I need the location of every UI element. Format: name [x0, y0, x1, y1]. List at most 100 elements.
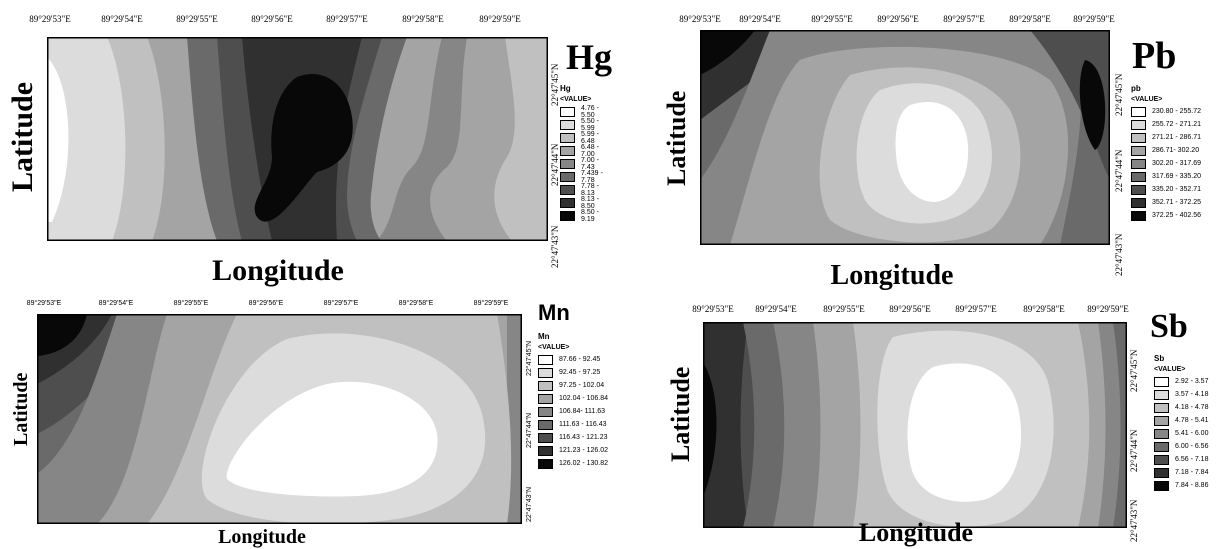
legend-class: 7.00 - 7.43 [581, 156, 599, 171]
legend-row: 6.00 - 6.56 [1154, 440, 1208, 453]
legend-row: 2.92 - 3.57 [1154, 375, 1208, 388]
legend-class: 7.439 - 7.78 [581, 169, 603, 184]
legend-class: 87.66 - 92.45 [559, 356, 601, 363]
mn-title: Mn [538, 300, 570, 325]
legend-class: 302.20 - 317.69 [1152, 160, 1202, 167]
legend-row: 352.71 - 372.25 [1131, 196, 1201, 209]
legend-swatch [1131, 184, 1146, 195]
y-tick: 22°47'44"N [1129, 429, 1139, 472]
y-tick: 22°47'43"N [1129, 499, 1139, 542]
legend-class: 8.13 - 8.50 [581, 195, 599, 210]
x-tick: 89°29'53"E [26, 300, 62, 307]
legend-swatch [1154, 415, 1169, 426]
legend-row: 111.63 - 116.43 [538, 418, 608, 431]
legend-row: 87.66 - 92.45 [538, 353, 608, 366]
legend-class: 5.41 - 6.00 [1175, 430, 1209, 437]
legend-row: 4.18 - 4.78 [1154, 401, 1208, 414]
legend-row: 271.21 - 286.71 [1131, 131, 1201, 144]
x-tick: 89°29'55"E [811, 14, 853, 24]
legend-row: 286.71- 302.20 [1131, 144, 1201, 157]
legend-class: 116.43 - 121.23 [559, 434, 608, 441]
legend-class: 126.02 - 130.82 [559, 460, 609, 467]
legend-swatch [560, 132, 575, 143]
legend-swatch [538, 432, 553, 443]
y-tick: 22°47'45"N [1114, 73, 1124, 116]
legend-class: 4.18 - 4.78 [1175, 404, 1209, 411]
legend-swatch [1154, 467, 1169, 478]
x-tick: 89°29'53"E [29, 14, 71, 24]
legend-row: 121.23 - 126.02 [538, 444, 608, 457]
legend-row: 5.41 - 6.00 [1154, 427, 1208, 440]
legend-class: 6.48 - 7.00 [581, 143, 599, 158]
legend-class: 3.57 - 4.18 [1175, 391, 1209, 398]
legend-row: 255.72 - 271.21 [1131, 118, 1201, 131]
hg-contour-map [47, 37, 548, 241]
sb-panel: 89°29'53"E 89°29'54"E 89°29'55"E 89°29'5… [610, 292, 1217, 548]
legend-swatch [1154, 389, 1169, 400]
pb-contour-map [700, 30, 1110, 245]
legend-class: 7.78 - 8.13 [581, 182, 599, 197]
x-tick: 89°29'57"E [323, 300, 359, 307]
legend-row: 335.20 - 352.71 [1131, 183, 1201, 196]
legend-row: 5.50 - 5.99 [560, 117, 610, 132]
latitude-label: Latitude [662, 90, 691, 186]
legend-row: 8.13 - 8.50 [560, 195, 610, 210]
mn-panel: 89°29'53"E 89°29'54"E 89°29'55"E 89°29'5… [0, 290, 610, 548]
legend-swatch [1154, 441, 1169, 452]
legend-value-label: <VALUE> [560, 96, 592, 103]
legend-class: 5.50 - 5.99 [581, 117, 599, 132]
longitude-label: Longitude [218, 526, 306, 548]
x-tick: 89°29'55"E [823, 304, 865, 314]
legend-row: 7.18 - 7.84 [1154, 466, 1208, 479]
legend-swatch [1131, 119, 1146, 130]
legend-swatch [1131, 132, 1146, 143]
hg-panel: 89°29'53"E 89°29'54"E 89°29'55"E 89°29'5… [0, 0, 612, 290]
legend-class: 4.78 - 5.41 [1175, 417, 1209, 424]
sb-contour-map [703, 322, 1127, 528]
legend-swatch [1131, 158, 1146, 169]
y-tick: 22°47'44"N [1114, 149, 1124, 192]
x-tick: 89°29'55"E [176, 14, 218, 24]
legend-swatch [1131, 210, 1146, 221]
legend-swatch [1154, 428, 1169, 439]
legend-class: 2.92 - 3.57 [1175, 378, 1209, 385]
pb-panel: 89°29'53"E 89°29'54"E 89°29'55"E 89°29'5… [610, 0, 1217, 292]
x-tick: 89°29'53"E [679, 14, 721, 24]
legend-value-label: <VALUE> [538, 344, 570, 351]
legend-class: 317.69 - 335.20 [1152, 173, 1202, 180]
legend-name: pb [1131, 84, 1141, 93]
x-tick: 89°29'58"E [1009, 14, 1051, 24]
legend-swatch [1131, 171, 1146, 182]
pb-title: Pb [1132, 35, 1177, 77]
legend-class: 286.71- 302.20 [1152, 147, 1200, 154]
legend-class: 8.50 - 9.19 [581, 208, 599, 223]
legend-row: 8.50 - 9.19 [560, 208, 610, 223]
legend-class: 6.56 - 7.18 [1175, 456, 1209, 463]
legend-name: Sb [1154, 354, 1165, 363]
sb-legend: Sb <VALUE> 2.92 - 3.57 3.57 - 4.18 4.18 … [1154, 354, 1208, 492]
x-tick: 89°29'59"E [1087, 304, 1129, 314]
legend-class: 111.63 - 116.43 [559, 421, 607, 428]
legend-row: 6.56 - 7.18 [1154, 453, 1208, 466]
legend-swatch [538, 367, 553, 378]
y-tick: 22°47'45"N [550, 63, 560, 106]
legend-swatch [560, 171, 575, 182]
latitude-label: Latitude [666, 366, 695, 462]
legend-class: 255.72 - 271.21 [1152, 121, 1202, 128]
legend-row: 3.57 - 4.18 [1154, 388, 1208, 401]
y-tick: 22°47'43"N [526, 486, 533, 522]
x-tick: 89°29'54"E [739, 14, 781, 24]
legend-swatch [560, 145, 575, 156]
longitude-label: Longitude [830, 260, 954, 291]
legend-row: 7.439 - 7.78 [560, 169, 610, 184]
legend-row: 317.69 - 335.20 [1131, 170, 1201, 183]
legend-swatch [1154, 480, 1169, 491]
x-tick: 89°29'58"E [1023, 304, 1065, 314]
legend-swatch [560, 158, 575, 169]
legend-row: 7.78 - 8.13 [560, 182, 610, 197]
legend-swatch [538, 445, 553, 456]
legend-row: 230.80 - 255.72 [1131, 105, 1201, 118]
legend-class: 7.84 - 8.86 [1175, 482, 1209, 489]
y-tick: 22°47'43"N [550, 225, 560, 268]
legend-swatch [1154, 376, 1169, 387]
